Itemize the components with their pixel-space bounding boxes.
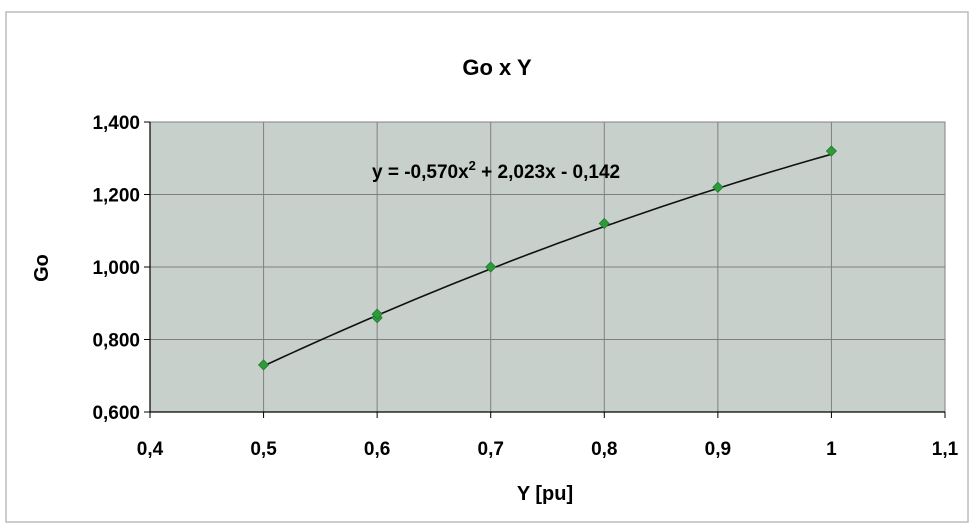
data-point (258, 359, 270, 371)
x-tick-label: 0,6 (364, 439, 390, 460)
x-tick-label: 0,9 (705, 439, 731, 460)
x-tick-label: 0,4 (137, 439, 164, 460)
points-layer (258, 145, 837, 371)
x-tick-label: 0,5 (250, 439, 277, 460)
equation-main: y = -0,570x (372, 162, 469, 183)
y-tick-label: 0,600 (92, 403, 140, 424)
y-tick-labels: 0,600 0,800 1,000 1,200 1,400 (92, 113, 140, 424)
data-point (485, 261, 497, 273)
data-point (712, 181, 724, 193)
y-axis-title: Go (31, 254, 53, 282)
x-tick-labels: 0,4 0,5 0,6 0,7 0,8 0,9 1 1,1 (137, 439, 959, 460)
x-axis-title: Y [pu] (517, 483, 573, 505)
axis-layer (144, 121, 946, 418)
trendline-equation: y = -0,570x2 + 2,023x - 0,142 (372, 158, 620, 183)
equation-rest: + 2,023x - 0,142 (476, 162, 620, 183)
equation-exponent: 2 (469, 158, 476, 173)
data-point (825, 145, 837, 157)
y-tick-label: 1,400 (92, 113, 140, 134)
y-tick-label: 1,000 (92, 258, 140, 279)
data-point (598, 217, 610, 230)
chart-title: Go x Y (462, 55, 532, 80)
x-tick-label: 1,1 (932, 439, 959, 460)
data-point (371, 308, 383, 320)
y-tick-label: 0,800 (92, 331, 140, 352)
y-tick-label: 1,200 (92, 186, 140, 207)
trendline-path (263, 153, 832, 367)
trendline-layer (263, 153, 832, 367)
x-tick-label: 1 (826, 439, 837, 460)
x-tick-label: 0,8 (591, 439, 617, 460)
x-tick-label: 0,7 (478, 439, 504, 460)
